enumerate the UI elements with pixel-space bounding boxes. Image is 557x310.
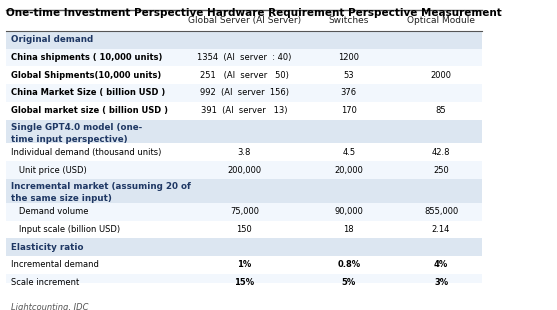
Bar [6, 238, 482, 256]
Text: Switches: Switches [329, 16, 369, 25]
Text: Scale increment: Scale increment [11, 278, 79, 287]
Text: 992  (AI  server  156): 992 (AI server 156) [200, 88, 289, 97]
Bar [6, 161, 482, 179]
Text: 0.8%: 0.8% [337, 260, 360, 269]
Text: 200,000: 200,000 [227, 166, 261, 175]
Text: Optical Module: Optical Module [407, 16, 475, 25]
Text: Single GPT4.0 model (one-: Single GPT4.0 model (one- [11, 123, 143, 132]
Text: 2000: 2000 [431, 71, 452, 80]
Text: 1354  (AI  server  : 40): 1354 (AI server : 40) [197, 53, 291, 62]
Text: 2.14: 2.14 [432, 225, 450, 234]
Text: 150: 150 [236, 225, 252, 234]
Text: Demand volume: Demand volume [11, 207, 89, 216]
Text: the same size input): the same size input) [11, 194, 112, 203]
Text: Global market size ( billion USD ): Global market size ( billion USD ) [11, 106, 168, 115]
Text: 90,000: 90,000 [334, 207, 363, 216]
Bar [6, 49, 482, 66]
Text: 85: 85 [436, 106, 446, 115]
Text: Global Shipments(10,000 units): Global Shipments(10,000 units) [11, 71, 162, 80]
Text: Original demand: Original demand [11, 35, 94, 44]
Text: 251   (AI  server   50): 251 (AI server 50) [200, 71, 289, 80]
Text: 18: 18 [344, 225, 354, 234]
Bar [6, 274, 482, 291]
Text: Unit price (USD): Unit price (USD) [11, 166, 87, 175]
Bar [6, 220, 482, 238]
Text: Lightcounting, IDC: Lightcounting, IDC [11, 303, 89, 310]
Text: 1200: 1200 [338, 53, 359, 62]
Text: 1%: 1% [237, 260, 251, 269]
Text: 3.8: 3.8 [238, 148, 251, 157]
Bar [6, 120, 482, 144]
Text: China shipments ( 10,000 units): China shipments ( 10,000 units) [11, 53, 163, 62]
Text: One-time Investment Perspective Hardware Requirement Perspective Measurement: One-time Investment Perspective Hardware… [6, 8, 502, 18]
Text: time input perspective): time input perspective) [11, 135, 128, 144]
Text: 4%: 4% [434, 260, 448, 269]
Text: Incremental market (assuming 20 of: Incremental market (assuming 20 of [11, 182, 191, 191]
Text: 75,000: 75,000 [230, 207, 259, 216]
Text: 391  (AI  server   13): 391 (AI server 13) [201, 106, 287, 115]
Text: 170: 170 [341, 106, 356, 115]
Bar [6, 31, 482, 49]
Text: China Market Size ( billion USD ): China Market Size ( billion USD ) [11, 88, 165, 97]
Bar [6, 179, 482, 203]
Text: 5%: 5% [341, 278, 356, 287]
Text: 376: 376 [341, 88, 357, 97]
Bar [6, 144, 482, 161]
Text: 855,000: 855,000 [424, 207, 458, 216]
Text: 42.8: 42.8 [432, 148, 450, 157]
Bar [6, 102, 482, 120]
Text: 4.5: 4.5 [342, 148, 355, 157]
Text: 3%: 3% [434, 278, 448, 287]
Text: Individual demand (thousand units): Individual demand (thousand units) [11, 148, 162, 157]
Text: Incremental demand: Incremental demand [11, 260, 99, 269]
Bar [6, 84, 482, 102]
Bar [6, 203, 482, 220]
Text: Input scale (billion USD): Input scale (billion USD) [11, 225, 120, 234]
Bar [6, 66, 482, 84]
Text: Global Server (AI Server): Global Server (AI Server) [188, 16, 301, 25]
Text: 53: 53 [344, 71, 354, 80]
Text: 20,000: 20,000 [334, 166, 363, 175]
Bar [6, 256, 482, 274]
Text: 250: 250 [433, 166, 449, 175]
Text: 15%: 15% [234, 278, 255, 287]
Text: Elasticity ratio: Elasticity ratio [11, 243, 84, 252]
